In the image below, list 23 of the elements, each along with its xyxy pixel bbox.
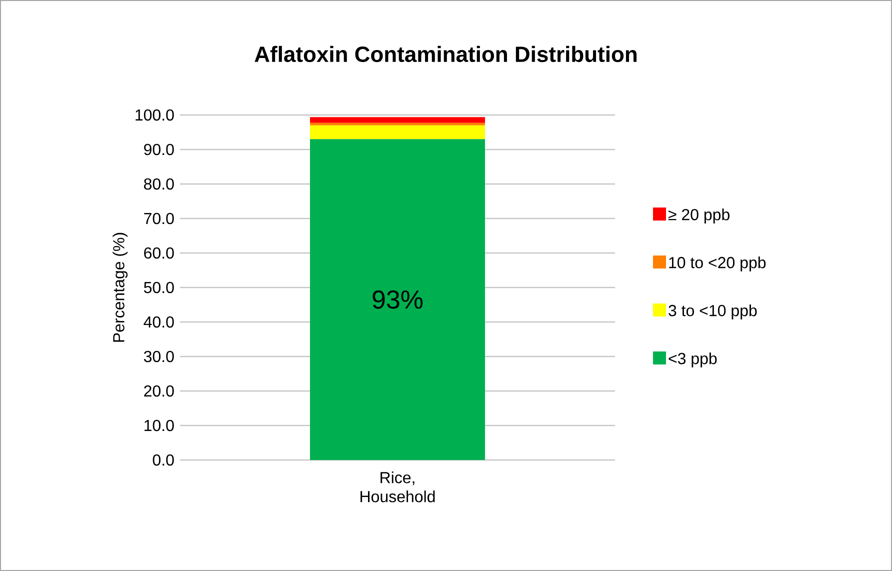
bar xyxy=(310,139,486,460)
bar xyxy=(310,122,486,126)
legend-label: 10 to <20 ppb xyxy=(669,256,766,272)
y-tick-label: 60.0 xyxy=(144,247,174,259)
y-tick-label: 100.0 xyxy=(136,109,174,121)
chart-title: Aflatoxin Contamination Distribution xyxy=(254,46,637,62)
bar xyxy=(310,117,486,123)
y-tick-label: 30.0 xyxy=(144,350,174,362)
y-tick-label: 90.0 xyxy=(144,144,174,156)
y-tick-label: 20.0 xyxy=(144,385,174,397)
y-tick-label: 50.0 xyxy=(144,282,174,294)
y-tick-label: 40.0 xyxy=(144,316,174,328)
y-axis-title: Percentage (%) xyxy=(112,232,128,342)
x-tick-label: Rice, Household xyxy=(360,472,435,502)
y-tick-label: 80.0 xyxy=(144,178,174,190)
legend-label: 3 to <10 ppb xyxy=(668,304,757,320)
y-tick-label: 0.0 xyxy=(152,454,174,466)
y-tick-label: 10.0 xyxy=(144,420,174,432)
legend-label: <3 ppb xyxy=(668,352,717,368)
y-tick-label: 70.0 xyxy=(144,212,174,224)
data-label: 93% xyxy=(372,290,423,309)
bar xyxy=(310,125,486,140)
legend-label: ≥ 20 ppb xyxy=(668,208,730,224)
